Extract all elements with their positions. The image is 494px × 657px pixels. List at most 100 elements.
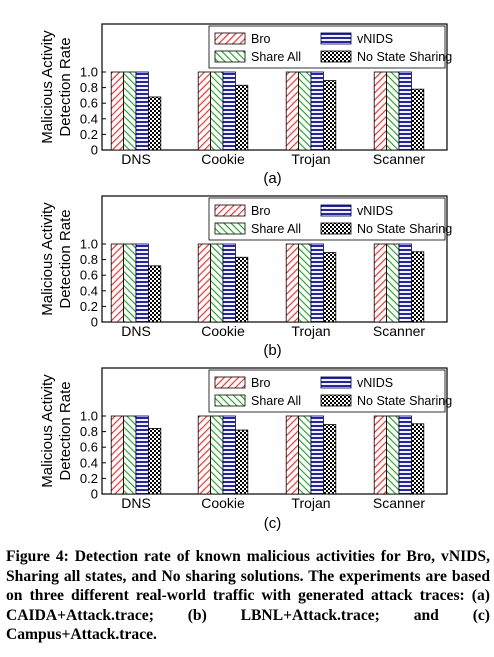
- x-tick-label: Trojan: [291, 323, 330, 339]
- legend-swatch-share-all: [214, 222, 246, 235]
- legend-label-bro: Bro: [251, 376, 271, 390]
- y-tick-label: 0.4: [80, 111, 98, 126]
- x-tick-label: Scanner: [373, 323, 425, 339]
- subfigure-label: (c): [264, 515, 282, 532]
- y-axis-title-line-1: Malicious Activity: [39, 374, 56, 488]
- x-tick-label: Trojan: [291, 495, 330, 511]
- x-tick-label: Cookie: [201, 495, 245, 511]
- bar-share-all-scanner: [386, 415, 400, 495]
- bar-share-all-dns: [123, 71, 137, 151]
- legend-label-share-all: Share All: [251, 222, 301, 236]
- plot-frame: [101, 23, 448, 151]
- legend-label-vnids: vNIDS: [357, 32, 393, 46]
- y-axis-title-line-2: Detection Rate: [57, 209, 74, 308]
- bar-no-state-sharing-scanner: [410, 88, 425, 151]
- bar-vnids-trojan: [310, 415, 324, 495]
- y-tick-label: 0.2: [80, 299, 98, 314]
- y-tick-label: 0.4: [80, 455, 98, 470]
- bar-bro-scanner: [373, 243, 388, 323]
- bar-share-all-trojan: [298, 243, 312, 323]
- bar-bro-cookie: [197, 71, 211, 151]
- x-tick-label: DNS: [121, 323, 151, 339]
- legend-swatch-vnids: [320, 376, 352, 389]
- bar-vnids-trojan: [310, 243, 324, 323]
- bar-share-all-cookie: [210, 415, 224, 495]
- y-axis-title-line-1: Malicious Activity: [39, 202, 56, 316]
- legend-label-no-state-sharing: No State Sharing: [357, 394, 452, 408]
- legend-swatch-vnids: [320, 204, 352, 217]
- bar-share-all-dns: [123, 415, 137, 495]
- bar-share-all-trojan: [298, 415, 312, 495]
- bar-share-all-cookie: [210, 243, 224, 323]
- figure-caption: Figure 4: Detection rate of known malici…: [6, 548, 490, 643]
- bar-bro-cookie: [197, 415, 211, 495]
- bar-vnids-cookie: [222, 243, 236, 323]
- plot-frame: [101, 367, 448, 495]
- x-tick-label: DNS: [121, 495, 151, 511]
- legend-label-no-state-sharing: No State Sharing: [357, 50, 452, 64]
- bar-vnids-cookie: [222, 415, 236, 495]
- legend-label-share-all: Share All: [251, 394, 301, 408]
- y-tick-label: 0.6: [80, 268, 98, 283]
- y-tick-label: 0.6: [80, 440, 98, 455]
- y-tick-label: 0.6: [80, 96, 98, 111]
- y-axis-title-line-2: Detection Rate: [57, 37, 74, 136]
- bar-share-all-dns: [123, 243, 137, 323]
- y-tick-label: 1.0: [80, 409, 98, 424]
- legend: Bro Share All vNIDS No State Sharing: [208, 25, 452, 69]
- bar-bro-scanner: [373, 415, 388, 495]
- bar-vnids-scanner: [398, 243, 412, 323]
- y-tick-label: 1.0: [80, 237, 98, 252]
- plot-frame: [101, 195, 448, 323]
- bar-bro-trojan: [285, 243, 300, 323]
- bar-bro-dns: [110, 415, 124, 495]
- bar-vnids-cookie: [222, 71, 236, 151]
- bar-no-state-sharing-cookie: [234, 256, 249, 323]
- legend-swatch-vnids: [320, 32, 352, 45]
- y-tick-label: 0.2: [80, 471, 98, 486]
- y-tick-label: 0: [91, 315, 98, 330]
- subfigure-label: (a): [263, 170, 281, 187]
- legend-label-vnids: vNIDS: [357, 376, 393, 390]
- bar-bro-scanner: [373, 71, 388, 151]
- bar-vnids-scanner: [398, 71, 412, 151]
- y-tick-label: 0.8: [80, 80, 98, 95]
- x-tick-label: Trojan: [291, 151, 330, 167]
- bar-no-state-sharing-dns: [147, 265, 162, 323]
- x-tick-label: Scanner: [373, 495, 425, 511]
- legend-swatch-share-all: [214, 394, 246, 407]
- legend-swatch-share-all: [214, 50, 246, 63]
- bar-vnids-trojan: [310, 71, 324, 151]
- legend-label-bro: Bro: [251, 32, 271, 46]
- bar-no-state-sharing-dns: [147, 428, 162, 495]
- bar-no-state-sharing-dns: [147, 96, 162, 151]
- y-tick-label: 0.2: [80, 127, 98, 142]
- legend-swatch-no-state-sharing: [320, 394, 352, 407]
- legend-label-bro: Bro: [251, 204, 271, 218]
- bar-share-all-trojan: [298, 71, 312, 151]
- y-axis-title-line-1: Malicious Activity: [39, 30, 56, 144]
- y-tick-label: 0: [91, 487, 98, 502]
- bar-vnids-dns: [135, 243, 149, 323]
- bar-no-state-sharing-scanner: [410, 423, 425, 495]
- chart-panel-a: 00.20.40.60.81.0 Malicious Activity Detect…: [39, 23, 452, 187]
- legend: Bro Share All vNIDS No State Sharing: [208, 369, 452, 413]
- x-tick-label: Cookie: [201, 323, 245, 339]
- bar-no-state-sharing-cookie: [234, 429, 249, 495]
- bar-bro-dns: [110, 71, 124, 151]
- bar-bro-dns: [110, 243, 124, 323]
- y-tick-label: 0.8: [80, 252, 98, 267]
- legend-label-vnids: vNIDS: [357, 204, 393, 218]
- bar-bro-cookie: [197, 243, 211, 323]
- legend-label-share-all: Share All: [251, 50, 301, 64]
- bar-no-state-sharing-cookie: [234, 84, 249, 151]
- bar-bro-trojan: [285, 415, 300, 495]
- bar-no-state-sharing-trojan: [322, 80, 337, 151]
- bar-vnids-dns: [135, 71, 149, 151]
- x-tick-label: Cookie: [201, 151, 245, 167]
- legend-swatch-no-state-sharing: [320, 50, 352, 63]
- legend-label-no-state-sharing: No State Sharing: [357, 222, 452, 236]
- bar-no-state-sharing-scanner: [410, 251, 425, 323]
- bar-share-all-scanner: [386, 243, 400, 323]
